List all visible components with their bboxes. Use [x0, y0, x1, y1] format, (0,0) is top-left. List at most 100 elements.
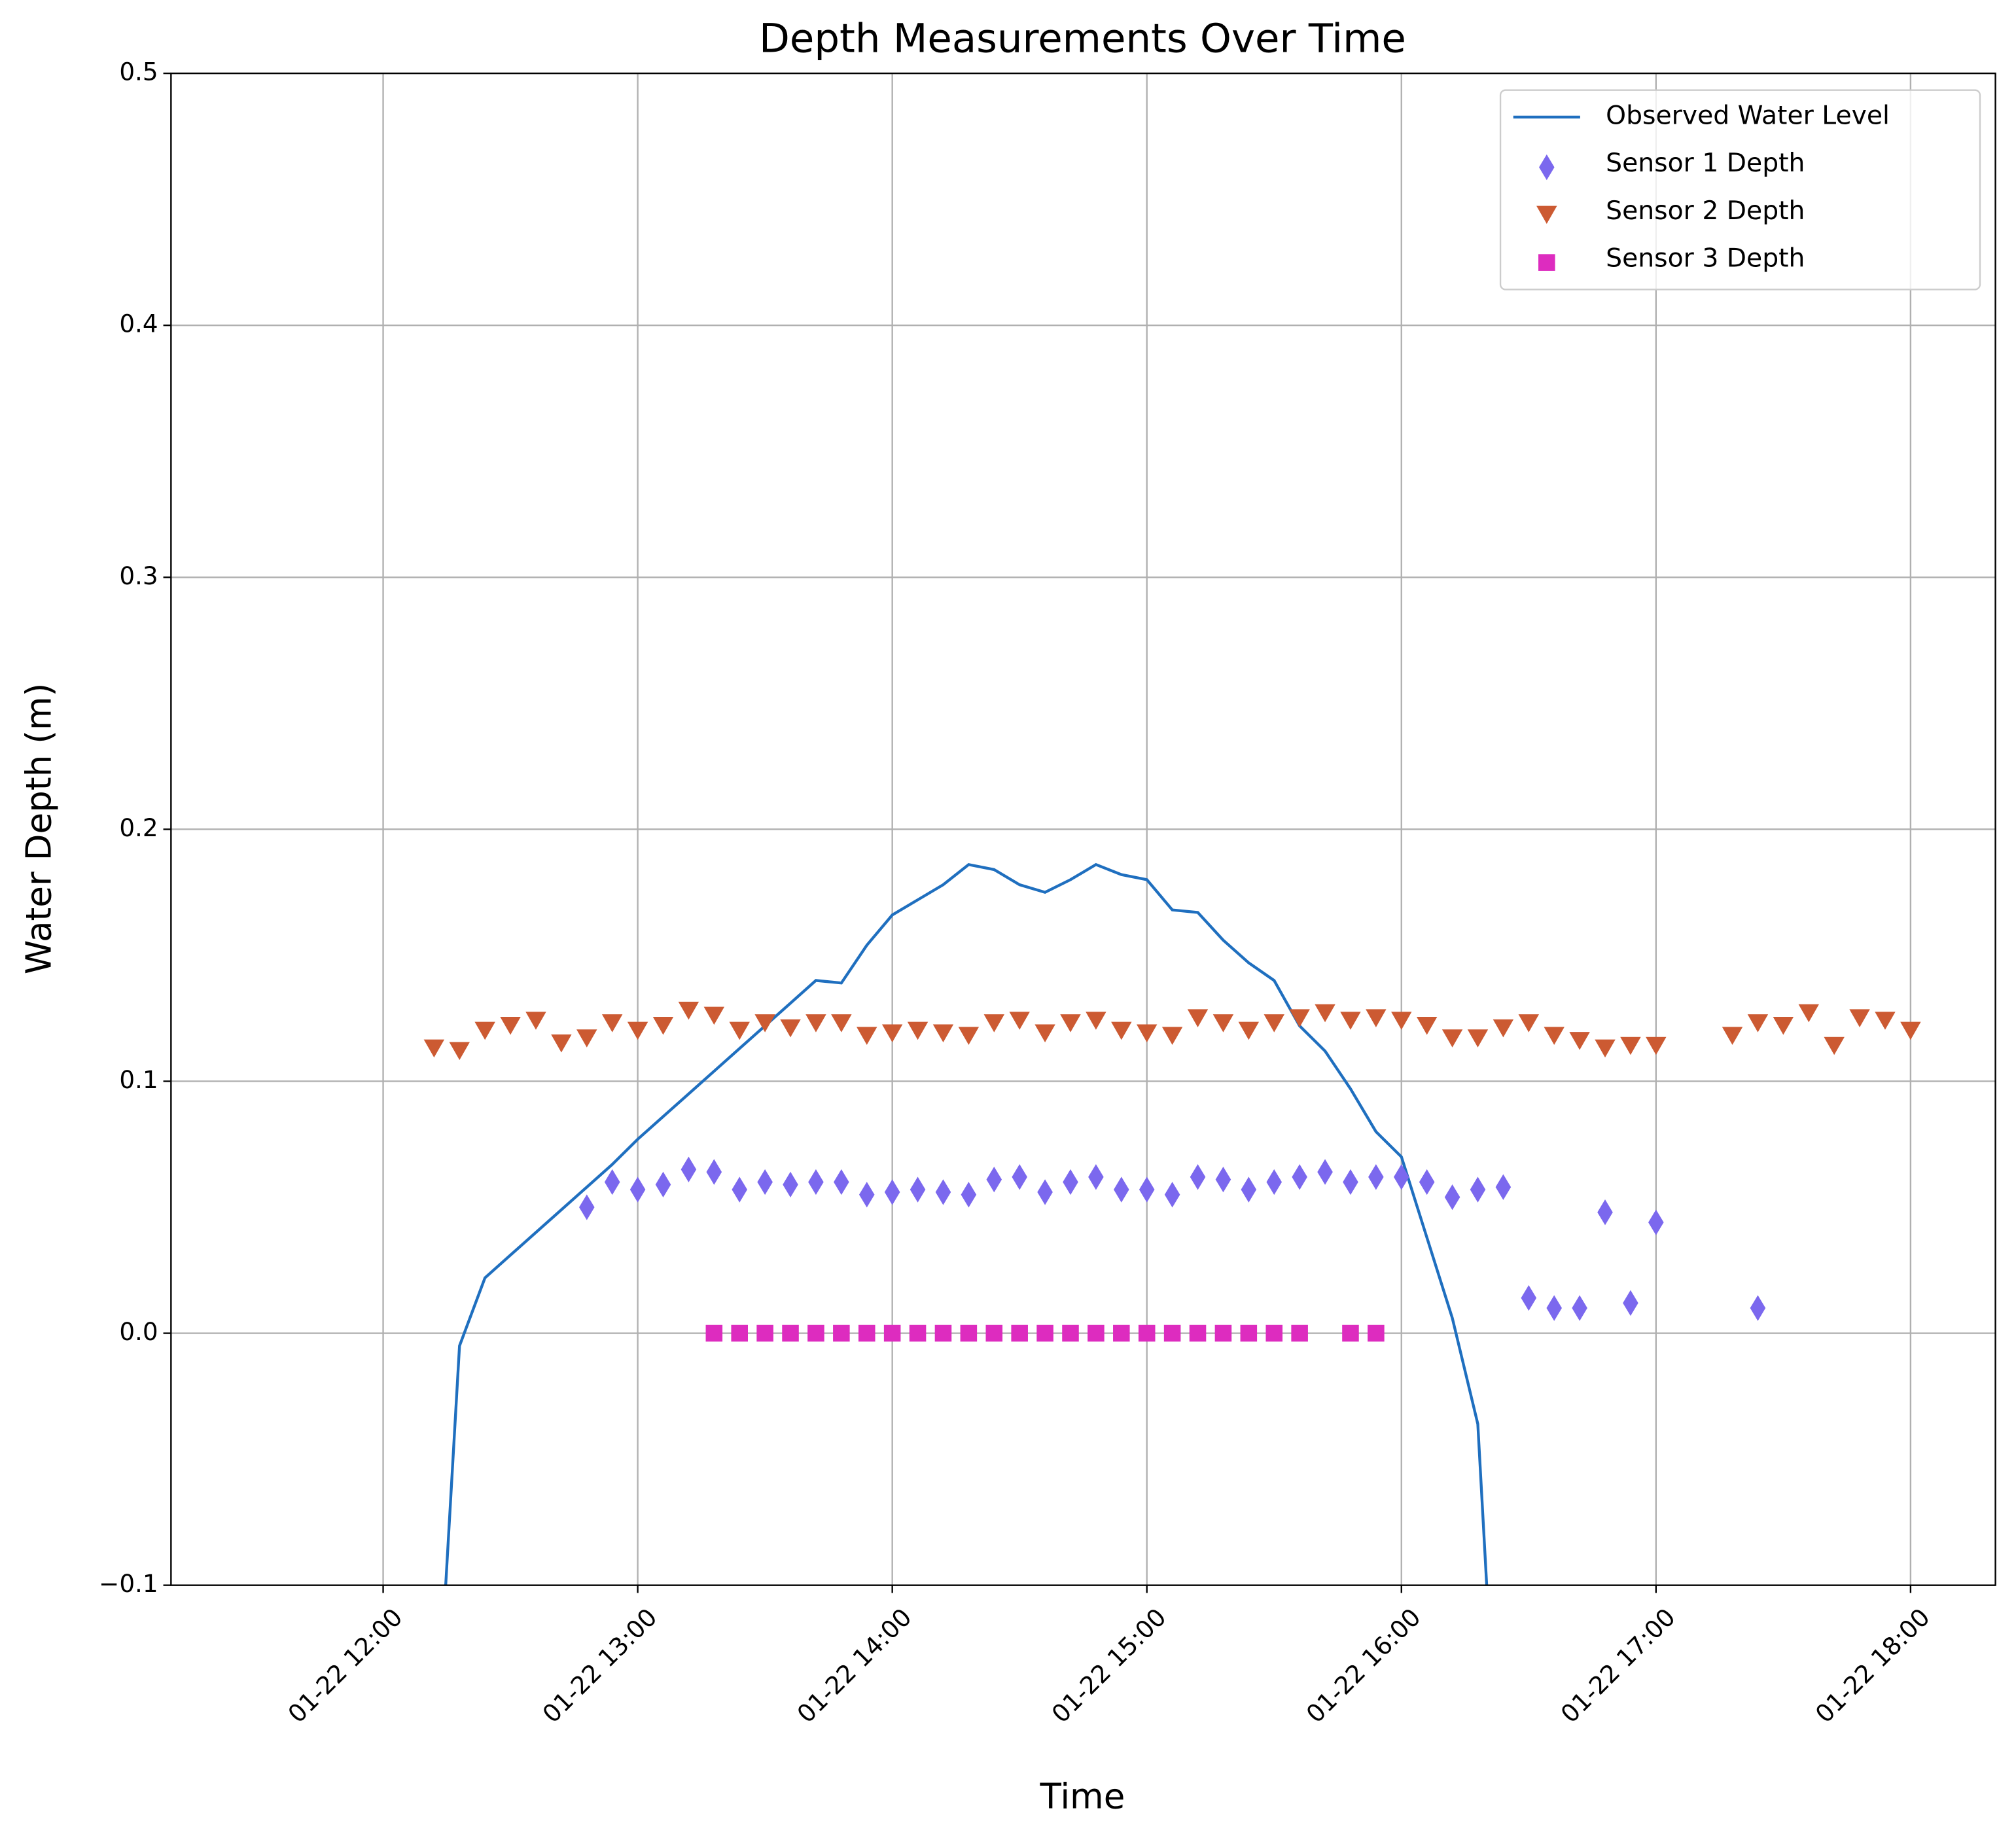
- data-point: [1161, 1027, 1183, 1045]
- data-point: [1849, 1009, 1870, 1027]
- y-tick-label: 0.3: [119, 561, 158, 590]
- data-point: [1368, 1324, 1385, 1342]
- data-point: [1495, 1174, 1512, 1200]
- data-point: [1291, 1324, 1308, 1342]
- legend-label: Observed Water Level: [1606, 101, 1890, 130]
- data-point: [1060, 1014, 1081, 1033]
- data-point: [1214, 1324, 1232, 1342]
- data-point: [1264, 1014, 1284, 1033]
- data-point: [1289, 1009, 1310, 1027]
- data-point: [1368, 1164, 1384, 1190]
- data-point: [627, 1021, 648, 1040]
- data-point: [807, 1324, 824, 1342]
- data-point: [1798, 1004, 1819, 1023]
- data-point: [1824, 1036, 1845, 1055]
- data-point: [500, 1016, 521, 1035]
- data-point: [1419, 1169, 1435, 1195]
- y-axis-label: Water Depth (m): [19, 683, 60, 974]
- chart-title: Depth Measurements Over Time: [759, 16, 1406, 62]
- data-point: [1391, 1012, 1412, 1030]
- data-point: [1011, 1324, 1028, 1342]
- data-point: [783, 1171, 798, 1198]
- data-point: [1189, 1324, 1207, 1342]
- data-point: [1215, 1166, 1231, 1193]
- data-point: [1113, 1324, 1130, 1342]
- data-point: [1595, 1039, 1616, 1058]
- data-point: [782, 1324, 799, 1342]
- data-point: [1238, 1021, 1260, 1040]
- data-point: [1342, 1324, 1359, 1342]
- data-point: [1063, 1169, 1078, 1195]
- data-point: [1444, 1184, 1460, 1211]
- data-point: [1114, 1177, 1129, 1203]
- data-point: [1900, 1021, 1921, 1040]
- data-point: [1266, 1169, 1282, 1195]
- data-point: [1317, 1159, 1333, 1185]
- data-point: [1648, 1209, 1664, 1235]
- legend: Observed Water Level Sensor 1 Depth Sensor…: [1499, 89, 1981, 291]
- data-point: [652, 1016, 674, 1035]
- data-point: [579, 1194, 595, 1220]
- data-point: [883, 1324, 901, 1342]
- data-point: [1240, 1324, 1258, 1342]
- data-point: [1470, 1177, 1486, 1203]
- data-line: [444, 862, 1489, 1585]
- data-point: [1623, 1290, 1638, 1317]
- data-point: [1139, 1177, 1155, 1203]
- data-point: [1773, 1016, 1794, 1035]
- data-point: [1292, 1164, 1307, 1190]
- data-point: [757, 1169, 773, 1195]
- legend-label: Sensor 2 Depth: [1606, 196, 1805, 226]
- data-point: [910, 1177, 926, 1203]
- data-point: [1138, 1324, 1156, 1342]
- data-point: [703, 1006, 725, 1025]
- data-point: [629, 1177, 646, 1203]
- data-point: [754, 1014, 775, 1033]
- data-point: [655, 1171, 671, 1198]
- data-point: [857, 1027, 877, 1045]
- data-point: [881, 1024, 903, 1043]
- legend-label: Sensor 3 Depth: [1606, 244, 1805, 274]
- data-point: [1343, 1169, 1358, 1195]
- data-point: [858, 1182, 875, 1208]
- data-point: [1009, 1012, 1030, 1030]
- data-point: [961, 1182, 977, 1208]
- data-point: [1544, 1027, 1565, 1045]
- data-point: [1241, 1177, 1257, 1203]
- data-point: [1111, 1021, 1132, 1040]
- data-point: [1340, 1012, 1361, 1030]
- data-point: [1088, 1164, 1104, 1190]
- data-point: [525, 1012, 546, 1030]
- data-point: [1747, 1014, 1769, 1033]
- y-tick-label: −0.1: [99, 1569, 158, 1598]
- data-point: [756, 1324, 773, 1342]
- data-point: [1315, 1004, 1335, 1023]
- data-point: [1035, 1024, 1055, 1043]
- data-point: [834, 1169, 849, 1195]
- data-point: [1493, 1019, 1514, 1038]
- data-point: [985, 1324, 1003, 1342]
- data-point: [833, 1324, 850, 1342]
- data-point: [909, 1324, 927, 1342]
- data-point: [1569, 1032, 1590, 1050]
- data-point: [1212, 1014, 1234, 1033]
- y-tick-label: 0.1: [119, 1065, 158, 1094]
- data-point: [935, 1179, 951, 1205]
- data-point: [576, 1029, 597, 1048]
- data-point: [1416, 1016, 1438, 1035]
- data-point: [678, 1001, 699, 1020]
- data-point: [780, 1019, 801, 1038]
- data-point: [604, 1169, 620, 1195]
- data-point: [932, 1024, 954, 1043]
- data-point: [1646, 1036, 1667, 1055]
- data-point: [958, 1027, 980, 1045]
- data-point: [831, 1014, 852, 1033]
- data-point: [1012, 1164, 1027, 1190]
- data-point: [1086, 1012, 1106, 1030]
- y-tick-label: 0.2: [119, 813, 158, 842]
- data-point: [1750, 1295, 1766, 1321]
- data-point: [681, 1156, 697, 1182]
